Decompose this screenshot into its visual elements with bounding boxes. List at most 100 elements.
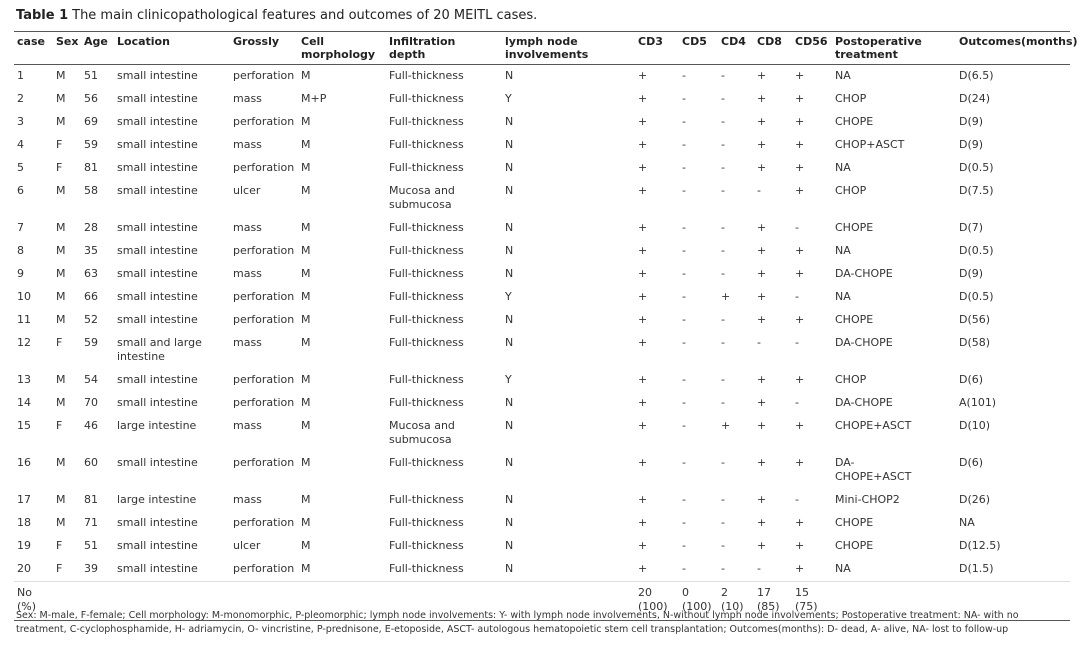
table-cell: N: [502, 157, 635, 180]
table-cell: D(0.5): [956, 240, 1070, 263]
cell-text: 7: [17, 221, 24, 234]
table-cell: Full-thickness: [386, 558, 502, 582]
table-cell: 66: [81, 286, 114, 309]
table-cell: +: [635, 415, 679, 452]
cell-text: +: [757, 69, 767, 82]
table-cell: N: [502, 134, 635, 157]
table-cell: 8: [14, 240, 53, 263]
cell-text: -: [682, 373, 686, 386]
table-cell: small intestine: [114, 309, 230, 332]
cell-text: +: [638, 138, 648, 151]
table-cell: -: [718, 180, 754, 217]
table-cell: +: [754, 240, 792, 263]
table-cell: M: [298, 452, 386, 489]
cell-text: 60: [84, 456, 98, 469]
table-cell: +: [754, 217, 792, 240]
table-cell: M: [298, 240, 386, 263]
table-cell: +: [635, 286, 679, 309]
table-cell: DA-CHOPE+ASCT: [832, 452, 956, 489]
cell-text: -: [682, 419, 686, 432]
table-cell: M: [298, 286, 386, 309]
table-cell: +: [754, 111, 792, 134]
table-cell: +: [754, 489, 792, 512]
cell-text: Full-thickness: [389, 221, 464, 234]
table-cell: +: [792, 88, 832, 111]
cell-text: Full-thickness: [389, 161, 464, 174]
table-cell: -: [718, 558, 754, 582]
cell-text: +: [638, 92, 648, 105]
table-cell: 10: [14, 286, 53, 309]
table-cell: -: [718, 134, 754, 157]
table-cell: perforation: [230, 392, 298, 415]
cell-text: -: [721, 313, 725, 326]
cell-text: M: [56, 115, 66, 128]
table-cell: large intestine: [114, 415, 230, 452]
table-cell: Full-thickness: [386, 111, 502, 134]
table-cell: M: [298, 65, 386, 89]
table-cell: D(1.5): [956, 558, 1070, 582]
cell-text: -: [682, 69, 686, 82]
table-cell: N: [502, 217, 635, 240]
table-cell: M: [298, 392, 386, 415]
table-cell: 2: [14, 88, 53, 111]
table-cell: CHOP: [832, 88, 956, 111]
table-cell: ulcer: [230, 535, 298, 558]
cell-text: D(12.5): [959, 539, 1001, 552]
table-cell: -: [679, 512, 718, 535]
cell-text: Full-thickness: [389, 516, 464, 529]
cell-text: +: [638, 290, 648, 303]
cell-text: -: [682, 336, 686, 349]
table-cell: perforation: [230, 452, 298, 489]
summary-cell: 0 (100): [679, 581, 718, 621]
table-cell: -: [754, 332, 792, 369]
cell-text: Full-thickness: [389, 138, 464, 151]
table-row: 6 M 58 small intestine ulcer M Mucosa and subm…: [14, 180, 1070, 217]
table-cell: CHOPE: [832, 309, 956, 332]
cell-text: +: [757, 115, 767, 128]
column-header: case: [14, 31, 53, 65]
table-cell: +: [635, 332, 679, 369]
cell-text: N: [505, 336, 514, 349]
cell-text: perforation: [233, 456, 295, 469]
cell-text: -: [682, 313, 686, 326]
table-cell: M: [298, 180, 386, 217]
cell-text: -: [682, 539, 686, 552]
table-row: 8 M 35 small intestine perforation M Full-thic…: [14, 240, 1070, 263]
cell-text: M: [56, 221, 66, 234]
cell-text: Full-thickness: [389, 92, 464, 105]
column-header: Location: [114, 31, 230, 65]
table-cell: perforation: [230, 65, 298, 89]
cell-text: mass: [233, 267, 262, 280]
table-cell: CHOP+ASCT: [832, 134, 956, 157]
table-cell: D(9): [956, 134, 1070, 157]
cell-text: Full-thickness: [389, 373, 464, 386]
table-cell: 70: [81, 392, 114, 415]
cell-text: CHOPE: [835, 221, 874, 234]
cell-text: -: [721, 115, 725, 128]
column-header: Grossly: [230, 31, 298, 65]
cell-text: -: [682, 562, 686, 575]
cell-text: M: [301, 267, 311, 280]
cell-text: M: [56, 290, 66, 303]
table-cell: M: [53, 88, 81, 111]
table-cell: +: [792, 240, 832, 263]
summary-cell: [81, 581, 114, 621]
cell-text: N: [505, 313, 514, 326]
cell-text: case: [17, 35, 45, 48]
cell-text: 58: [84, 184, 98, 197]
table-row: 7 M 28 small intestine mass M Full-thickness N +…: [14, 217, 1070, 240]
cell-text: M: [301, 539, 311, 552]
cell-text: A(101): [959, 396, 997, 409]
table-cell: mass: [230, 134, 298, 157]
table-cell: N: [502, 309, 635, 332]
cell-text: perforation: [233, 115, 295, 128]
cell-text: -: [682, 92, 686, 105]
cell-text: +: [638, 396, 648, 409]
cell-text: N: [505, 396, 514, 409]
cell-text: 59: [84, 336, 98, 349]
cell-text: 71: [84, 516, 98, 529]
cell-text: small intestine: [117, 138, 198, 151]
table-cell: D(6.5): [956, 65, 1070, 89]
cell-text: Y: [505, 373, 512, 386]
cell-text: M: [301, 138, 311, 151]
